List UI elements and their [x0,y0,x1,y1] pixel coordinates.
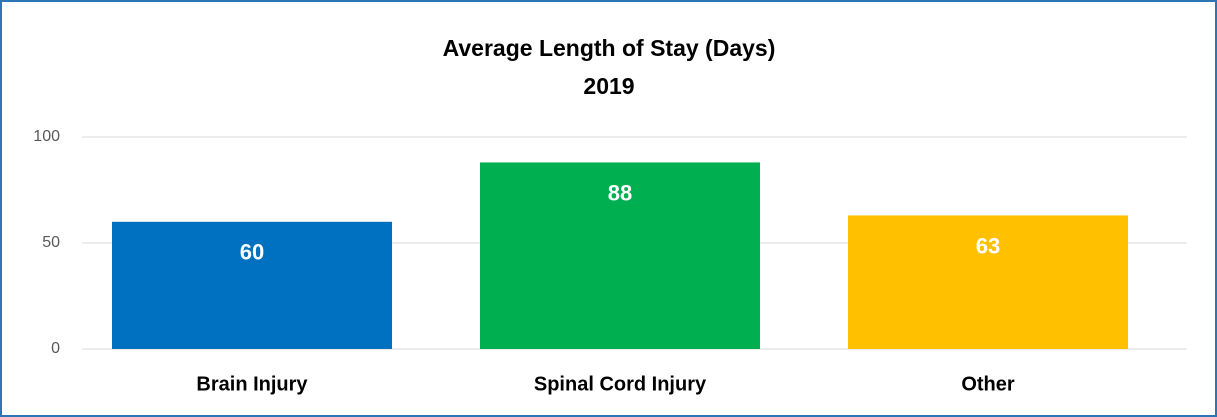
x-tick-label: Spinal Cord Injury [534,373,707,395]
bar [480,162,760,349]
data-label: 63 [976,233,1000,258]
data-label: 60 [240,240,264,265]
y-tick-label: 100 [33,128,60,145]
x-tick-label: Brain Injury [196,373,308,395]
chart-title: Average Length of Stay (Days) [443,35,776,61]
bar [112,221,392,349]
chart-subtitle: 2019 [583,73,634,99]
data-label: 88 [608,180,632,205]
bar [848,215,1128,349]
y-tick-label: 50 [42,234,60,251]
x-tick-label: Other [961,373,1015,395]
y-tick-label: 0 [51,340,60,357]
